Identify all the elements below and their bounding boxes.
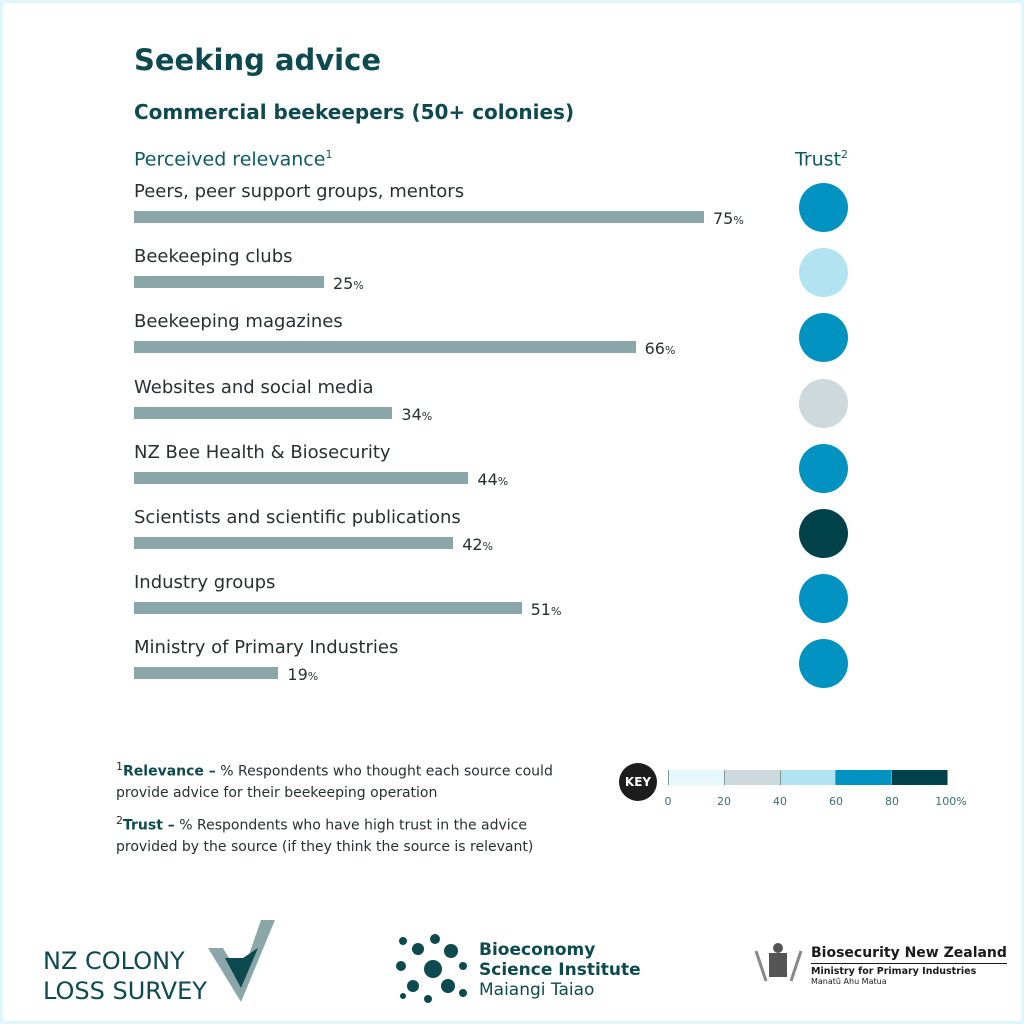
key-tick: 20 bbox=[717, 795, 731, 808]
relevance-header: Perceived relevance1 bbox=[134, 148, 332, 170]
category-label: Industry groups bbox=[134, 572, 276, 594]
value-label: 42% bbox=[462, 535, 493, 554]
value-unit: % bbox=[353, 279, 364, 293]
bioeconomy-dots-icon bbox=[396, 934, 467, 1003]
value-number: 66 bbox=[644, 339, 665, 359]
logo-text: Ministry for Primary Industries bbox=[811, 966, 977, 977]
relevance-bar bbox=[134, 406, 393, 419]
footnote-marker: 2 bbox=[841, 148, 849, 161]
relevance-header-text: Perceived relevance bbox=[134, 148, 326, 171]
value-unit: % bbox=[550, 605, 562, 619]
logo-text: Bioeconomy bbox=[479, 940, 596, 960]
logo-text: Science Institute bbox=[479, 960, 641, 980]
mpi-logo: Biosecurity New Zealand Ministry for Pri… bbox=[811, 945, 1007, 986]
value-unit: % bbox=[733, 214, 744, 227]
trust-dot bbox=[799, 509, 848, 558]
key-segment-40-60 bbox=[779, 770, 836, 785]
value-number: 44 bbox=[477, 469, 498, 489]
value-number: 19 bbox=[287, 665, 308, 685]
category-label: Beekeeping magazines bbox=[134, 311, 343, 333]
value-label: 44% bbox=[477, 470, 508, 489]
value-unit: % bbox=[664, 344, 676, 358]
note-title: Relevance – bbox=[123, 763, 216, 780]
logo-text: Biosecurity New Zealand bbox=[811, 945, 1007, 964]
footnote-marker: 1 bbox=[325, 148, 333, 161]
trust-dot bbox=[799, 378, 848, 428]
logo-text: Manatū Ahu Matua bbox=[811, 977, 887, 986]
note-text: % Respondents who thought each source co… bbox=[116, 763, 553, 801]
key-tick: 100% bbox=[935, 795, 967, 808]
value-label: 75% bbox=[713, 209, 744, 228]
subtitle: Commercial beekeepers (50+ colonies) bbox=[134, 100, 575, 124]
logo-text: Maiangi Taiao bbox=[479, 980, 595, 1000]
trust-header-text: Trust bbox=[795, 148, 842, 171]
key-tick: 0 bbox=[664, 795, 672, 808]
page-title: Seeking advice bbox=[134, 43, 381, 77]
relevance-bar bbox=[134, 471, 469, 484]
note-text: % Respondents who have high trust in the… bbox=[116, 817, 534, 855]
value-unit: % bbox=[497, 474, 509, 488]
value-unit: % bbox=[307, 670, 319, 684]
key-segment-20-40 bbox=[723, 770, 780, 785]
key-badge: KEY bbox=[619, 763, 657, 801]
category-label: Beekeeping clubs bbox=[134, 246, 293, 268]
note-title: Trust – bbox=[123, 817, 175, 834]
trust-dot bbox=[799, 313, 848, 363]
category-label: Scientists and scientific publications bbox=[134, 507, 461, 528]
nz-colony-loss-survey-logo: NZ COLONY LOSS SURVEY bbox=[43, 946, 207, 1006]
trust-dot bbox=[799, 248, 848, 298]
honeycomb-check-icon bbox=[208, 920, 275, 1002]
value-label: 51% bbox=[531, 600, 562, 619]
relevance-bar bbox=[134, 211, 704, 223]
value-unit: % bbox=[482, 540, 493, 553]
bioeconomy-logo: Bioeconomy Science Institute Maiangi Tai… bbox=[479, 940, 641, 1000]
relevance-bar bbox=[134, 276, 324, 289]
key-segment-0-20 bbox=[668, 770, 724, 785]
trust-dot bbox=[799, 574, 848, 624]
category-label: Peers, peer support groups, mentors bbox=[134, 181, 465, 202]
relevance-bar bbox=[134, 602, 522, 615]
value-number: 34 bbox=[401, 404, 422, 424]
key-tick: 40 bbox=[773, 795, 787, 808]
footnote-marker: 2 bbox=[116, 814, 123, 827]
category-label: Ministry of Primary Industries bbox=[134, 637, 399, 659]
logo-text: LOSS SURVEY bbox=[43, 977, 207, 1005]
value-number: 42 bbox=[462, 535, 483, 554]
key-tick: 60 bbox=[829, 795, 843, 808]
relevance-bar bbox=[134, 667, 279, 680]
trust-dot bbox=[799, 183, 848, 232]
logo-text: NZ COLONY bbox=[43, 947, 185, 975]
trust-header: Trust2 bbox=[795, 148, 848, 170]
value-label: 66% bbox=[645, 339, 676, 358]
key-segment-60-80 bbox=[835, 770, 892, 785]
footnote-marker: 1 bbox=[116, 760, 123, 773]
value-label: 19% bbox=[287, 665, 318, 684]
relevance-bar bbox=[134, 537, 454, 549]
key-segment-80-100 bbox=[891, 770, 948, 785]
relevance-note: 1Relevance – % Respondents who thought e… bbox=[116, 756, 556, 804]
category-label: Websites and social media bbox=[134, 376, 374, 398]
value-label: 25% bbox=[333, 274, 364, 293]
value-number: 75 bbox=[713, 209, 734, 228]
trust-dot bbox=[799, 639, 848, 689]
key-color-scale bbox=[668, 770, 948, 785]
key-tick: 80 bbox=[885, 795, 899, 808]
value-number: 25 bbox=[333, 274, 354, 294]
value-number: 51 bbox=[530, 600, 551, 620]
value-label: 34% bbox=[401, 405, 432, 424]
trust-dot bbox=[799, 443, 848, 493]
nz-coat-of-arms-icon bbox=[754, 943, 803, 982]
category-label: NZ Bee Health & Biosecurity bbox=[134, 441, 391, 463]
relevance-bar bbox=[134, 341, 636, 354]
trust-note: 2Trust – % Respondents who have high tru… bbox=[116, 810, 566, 858]
value-unit: % bbox=[421, 409, 433, 423]
